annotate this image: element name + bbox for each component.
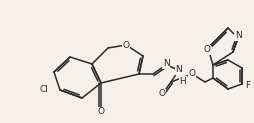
Text: O: O bbox=[203, 46, 211, 54]
Text: O: O bbox=[122, 40, 130, 49]
Text: N: N bbox=[163, 60, 169, 69]
Text: F: F bbox=[245, 80, 250, 90]
Text: O: O bbox=[158, 90, 166, 99]
Text: O: O bbox=[98, 108, 104, 116]
Text: Cl: Cl bbox=[39, 85, 48, 94]
Text: N: N bbox=[176, 66, 182, 75]
Text: H: H bbox=[180, 77, 186, 85]
Text: N: N bbox=[235, 31, 241, 40]
Text: O: O bbox=[188, 69, 196, 77]
